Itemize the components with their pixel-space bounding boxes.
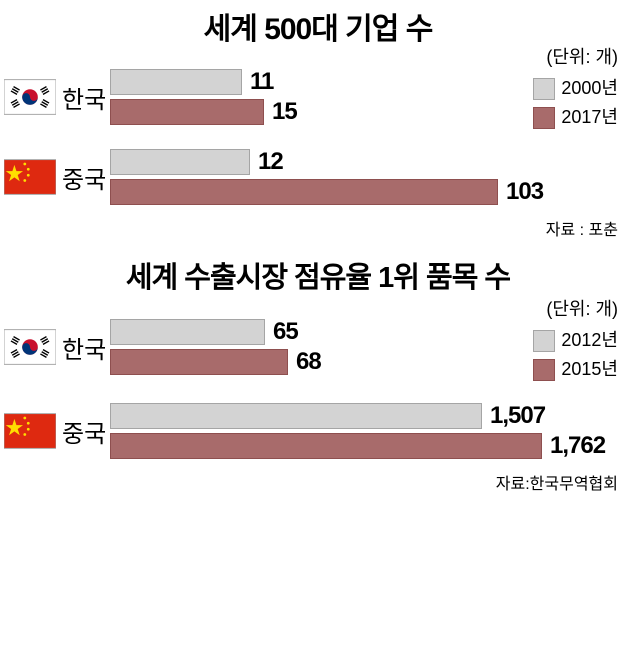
chart-export-rank1: 세계 수출시장 점유율 1위 품목 수 (단위: 개) 2012년 2015년 … (0, 254, 636, 494)
chart2-source: 자료:한국무역협회 (0, 470, 636, 494)
bar-rect (110, 99, 264, 125)
bar-value: 65 (273, 318, 298, 346)
country-row-china: 중국 1,507 1,762 (0, 400, 636, 462)
bars-area: 11 15 (110, 66, 636, 128)
country-row-china: 중국 12 103 (0, 146, 636, 208)
flag-china-icon (4, 157, 56, 197)
bar-rect (110, 403, 482, 429)
bar-rect (110, 69, 242, 95)
bar-slot: 15 (110, 98, 636, 126)
bars-area: 12 103 (110, 146, 636, 208)
bar-slot: 11 (110, 68, 636, 96)
flag-china-icon (4, 411, 56, 451)
bar-value: 12 (258, 148, 283, 176)
bar-value: 68 (296, 348, 321, 376)
chart1-title: 세계 500대 기업 수 (0, 4, 636, 48)
bar-rect (110, 179, 498, 205)
bar-slot: 65 (110, 318, 636, 346)
chart1-source: 자료 : 포춘 (0, 216, 636, 240)
bar-slot: 103 (110, 178, 636, 206)
bar-value: 11 (250, 68, 273, 96)
chart2-title: 세계 수출시장 점유율 1위 품목 수 (0, 254, 636, 296)
flag-korea-icon (4, 327, 56, 367)
bar-rect (110, 319, 265, 345)
bar-value: 1,507 (490, 402, 545, 430)
country-name: 한국 (62, 330, 110, 365)
bar-rect (110, 433, 542, 459)
country-name: 한국 (62, 80, 110, 115)
bar-value: 1,762 (550, 432, 605, 460)
bar-slot: 1,762 (110, 432, 636, 460)
country-row-korea: 한국 65 68 (0, 316, 636, 378)
chart-fortune500: 세계 500대 기업 수 (단위: 개) 2000년 2017년 한국 11 1… (0, 0, 636, 240)
country-row-korea: 한국 11 15 (0, 66, 636, 128)
bars-area: 1,507 1,762 (110, 400, 636, 462)
bar-value: 103 (506, 178, 543, 206)
bar-rect (110, 349, 288, 375)
bars-area: 65 68 (110, 316, 636, 378)
bar-slot: 1,507 (110, 402, 636, 430)
country-name: 중국 (62, 160, 110, 195)
bar-rect (110, 149, 250, 175)
bar-slot: 68 (110, 348, 636, 376)
bar-slot: 12 (110, 148, 636, 176)
flag-korea-icon (4, 77, 56, 117)
country-name: 중국 (62, 414, 110, 449)
bar-value: 15 (272, 98, 297, 126)
